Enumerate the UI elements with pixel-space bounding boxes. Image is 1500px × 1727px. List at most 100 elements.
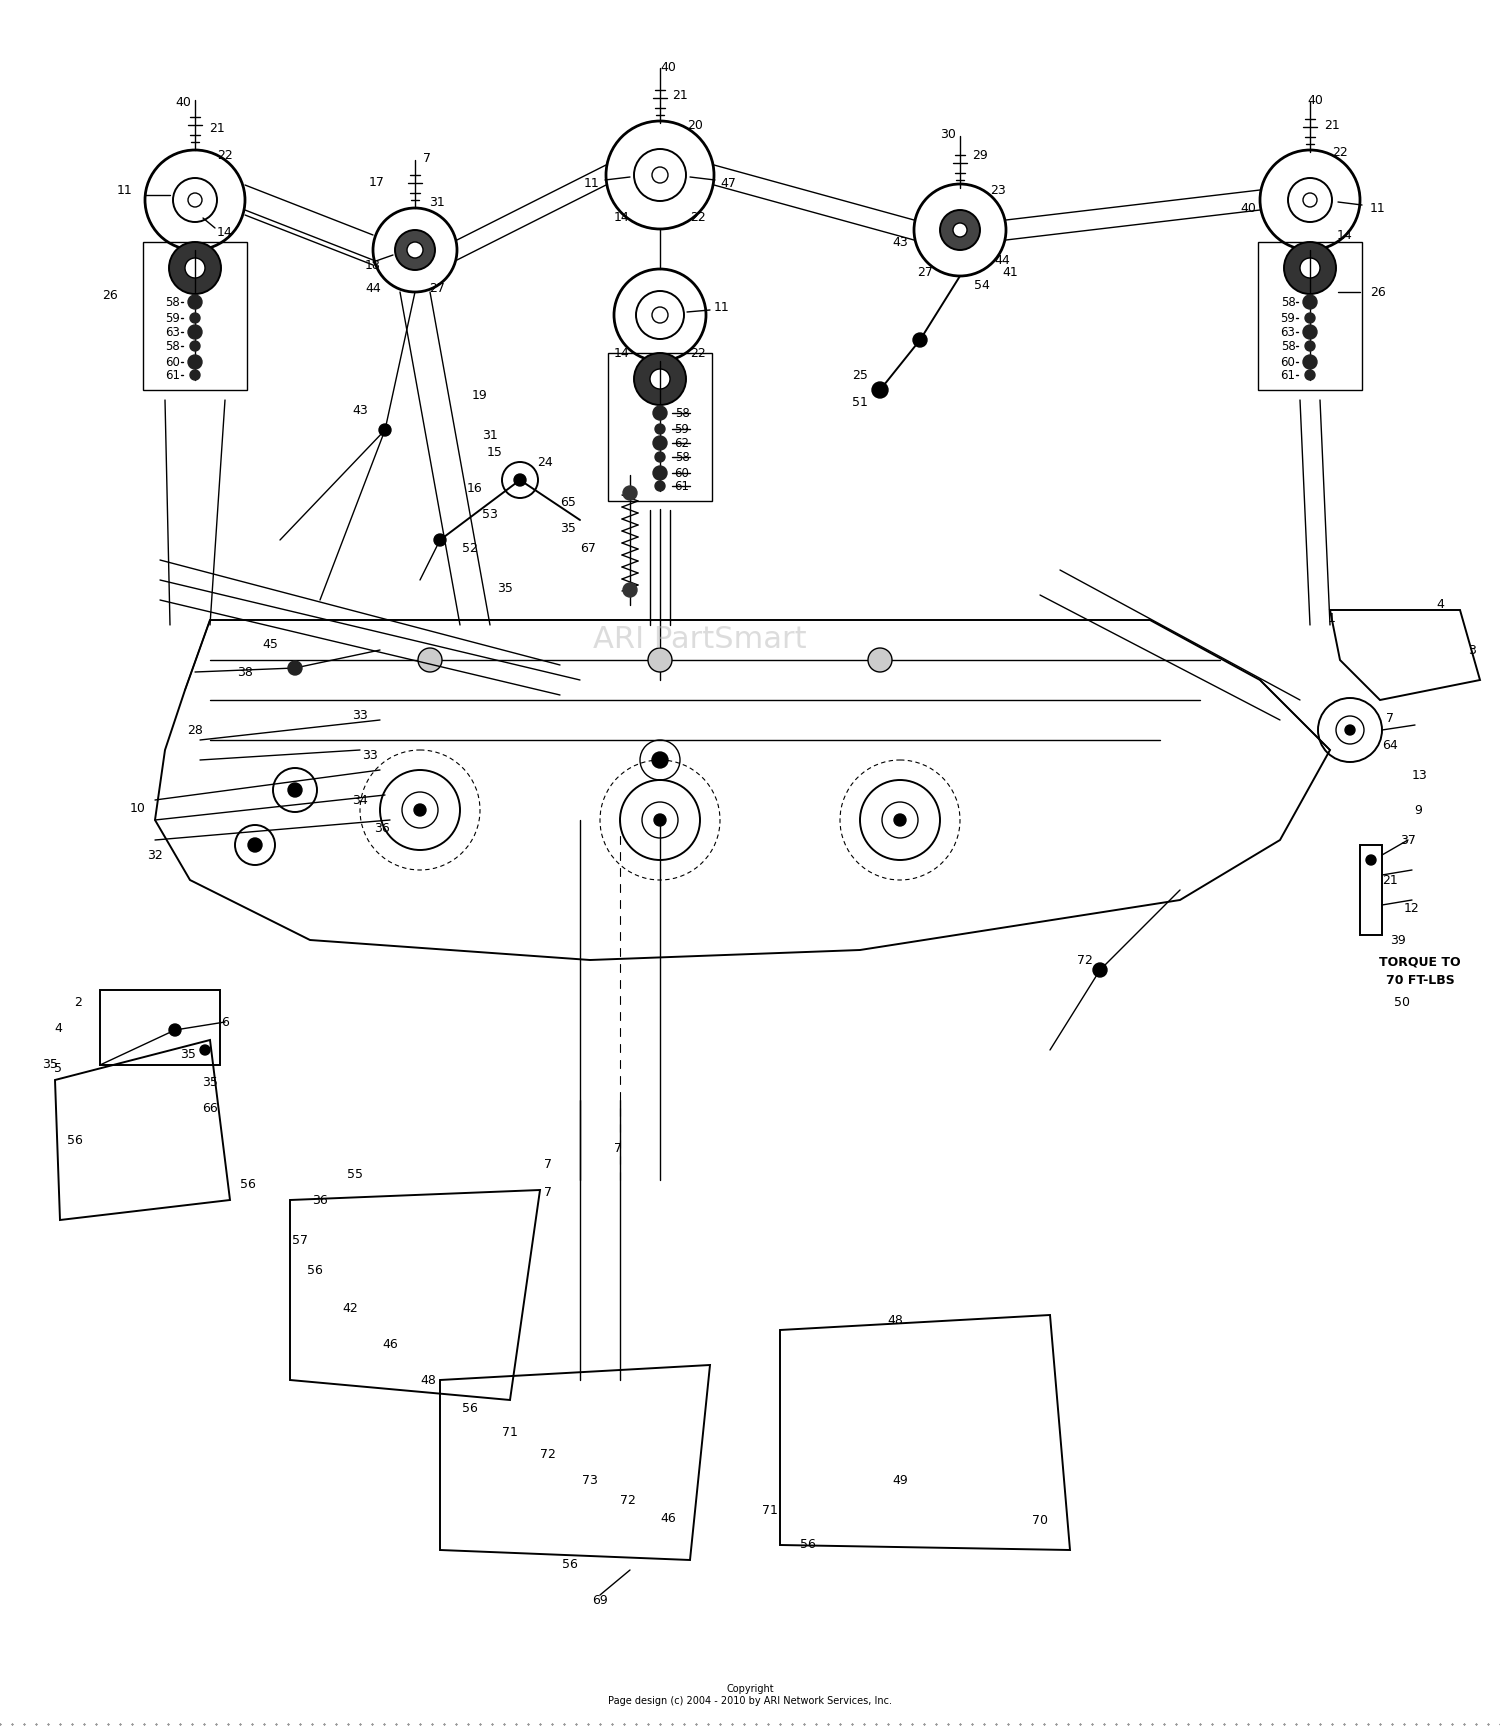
- Text: 7: 7: [1386, 712, 1394, 725]
- Text: 56: 56: [68, 1133, 82, 1147]
- Text: 1: 1: [1328, 611, 1336, 625]
- Text: 7: 7: [544, 1159, 552, 1171]
- Text: 23: 23: [990, 183, 1006, 197]
- Text: 25: 25: [852, 368, 868, 382]
- Text: 21: 21: [672, 88, 688, 102]
- Text: 4: 4: [54, 1021, 62, 1034]
- Text: 40: 40: [1306, 93, 1323, 107]
- Circle shape: [1305, 370, 1316, 380]
- Circle shape: [190, 313, 200, 323]
- Text: 56: 56: [308, 1264, 322, 1276]
- Text: 72: 72: [540, 1449, 556, 1461]
- Text: 35: 35: [180, 1048, 196, 1062]
- Circle shape: [656, 425, 664, 433]
- Text: 60: 60: [675, 466, 690, 480]
- Text: 62: 62: [675, 437, 690, 449]
- Text: 29: 29: [972, 149, 988, 162]
- Circle shape: [894, 813, 906, 826]
- Text: 43: 43: [892, 235, 908, 249]
- Text: 35: 35: [560, 522, 576, 534]
- Text: 55: 55: [346, 1169, 363, 1181]
- Text: 70 FT-LBS: 70 FT-LBS: [1386, 974, 1455, 986]
- Text: 10: 10: [130, 801, 146, 815]
- Text: 50: 50: [1394, 995, 1410, 1009]
- Circle shape: [648, 648, 672, 672]
- Circle shape: [1304, 295, 1317, 309]
- Text: 37: 37: [1400, 834, 1416, 846]
- Text: 63: 63: [165, 325, 180, 338]
- Text: 61: 61: [165, 368, 180, 382]
- Text: Copyright
Page design (c) 2004 - 2010 by ARI Network Services, Inc.: Copyright Page design (c) 2004 - 2010 by…: [608, 1684, 892, 1706]
- Text: 48: 48: [886, 1314, 903, 1326]
- Text: 11: 11: [584, 176, 600, 190]
- Text: 11: 11: [117, 183, 134, 197]
- Text: 71: 71: [762, 1504, 778, 1516]
- Text: 27: 27: [916, 266, 933, 278]
- Circle shape: [650, 370, 670, 389]
- Text: 31: 31: [482, 428, 498, 442]
- Text: 44: 44: [994, 254, 1010, 266]
- Circle shape: [1300, 257, 1320, 278]
- Text: 31: 31: [429, 195, 445, 209]
- Text: 27: 27: [429, 282, 445, 295]
- Bar: [1258, 242, 1362, 390]
- Circle shape: [1094, 964, 1107, 977]
- Text: 35: 35: [496, 582, 513, 594]
- Text: 73: 73: [582, 1473, 598, 1487]
- Text: 35: 35: [42, 1059, 58, 1071]
- Text: 22: 22: [690, 211, 706, 223]
- Circle shape: [940, 211, 980, 250]
- Text: 18: 18: [364, 259, 381, 271]
- Text: 34: 34: [352, 793, 368, 807]
- Text: 52: 52: [462, 542, 478, 554]
- Text: 11: 11: [1370, 202, 1386, 214]
- Text: 49: 49: [892, 1473, 908, 1487]
- Text: 67: 67: [580, 542, 596, 554]
- Text: 3: 3: [1468, 644, 1476, 656]
- Text: 6: 6: [220, 1015, 230, 1029]
- Text: 44: 44: [364, 282, 381, 295]
- Bar: [608, 352, 712, 501]
- Text: 4: 4: [1436, 599, 1444, 611]
- Text: TORQUE TO: TORQUE TO: [1378, 955, 1461, 969]
- Text: 71: 71: [503, 1425, 518, 1439]
- Text: 5: 5: [54, 1062, 62, 1074]
- Circle shape: [1304, 325, 1317, 338]
- Circle shape: [1305, 340, 1316, 351]
- Text: 21: 21: [1324, 119, 1340, 131]
- Text: 58: 58: [1281, 340, 1296, 352]
- Text: 61: 61: [1281, 368, 1296, 382]
- Circle shape: [170, 1024, 182, 1036]
- Circle shape: [622, 485, 638, 501]
- Text: 22: 22: [217, 149, 232, 162]
- Text: 9: 9: [1414, 803, 1422, 817]
- Text: 54: 54: [974, 278, 990, 292]
- Text: 48: 48: [420, 1373, 436, 1387]
- Text: 22: 22: [1332, 145, 1348, 159]
- Text: 20: 20: [687, 119, 703, 131]
- Text: 45: 45: [262, 639, 278, 651]
- Circle shape: [248, 838, 262, 851]
- Text: 26: 26: [102, 288, 118, 302]
- Text: 66: 66: [202, 1102, 217, 1114]
- Text: 69: 69: [592, 1594, 608, 1606]
- Text: 58: 58: [165, 295, 180, 309]
- Circle shape: [414, 805, 426, 815]
- Circle shape: [200, 1045, 210, 1055]
- Text: 7: 7: [544, 1185, 552, 1199]
- Circle shape: [1366, 855, 1376, 865]
- Text: 70: 70: [1032, 1513, 1048, 1527]
- Circle shape: [188, 356, 202, 370]
- Text: 56: 56: [800, 1539, 816, 1551]
- Text: 12: 12: [1404, 901, 1420, 915]
- Circle shape: [871, 382, 888, 397]
- Text: 58: 58: [165, 340, 180, 352]
- Text: 38: 38: [237, 665, 254, 679]
- Circle shape: [868, 648, 892, 672]
- Text: 26: 26: [1370, 285, 1386, 299]
- Circle shape: [433, 534, 445, 546]
- Text: 64: 64: [1382, 739, 1398, 751]
- Text: 43: 43: [352, 404, 368, 416]
- Text: 60: 60: [165, 356, 180, 368]
- Text: 22: 22: [690, 347, 706, 359]
